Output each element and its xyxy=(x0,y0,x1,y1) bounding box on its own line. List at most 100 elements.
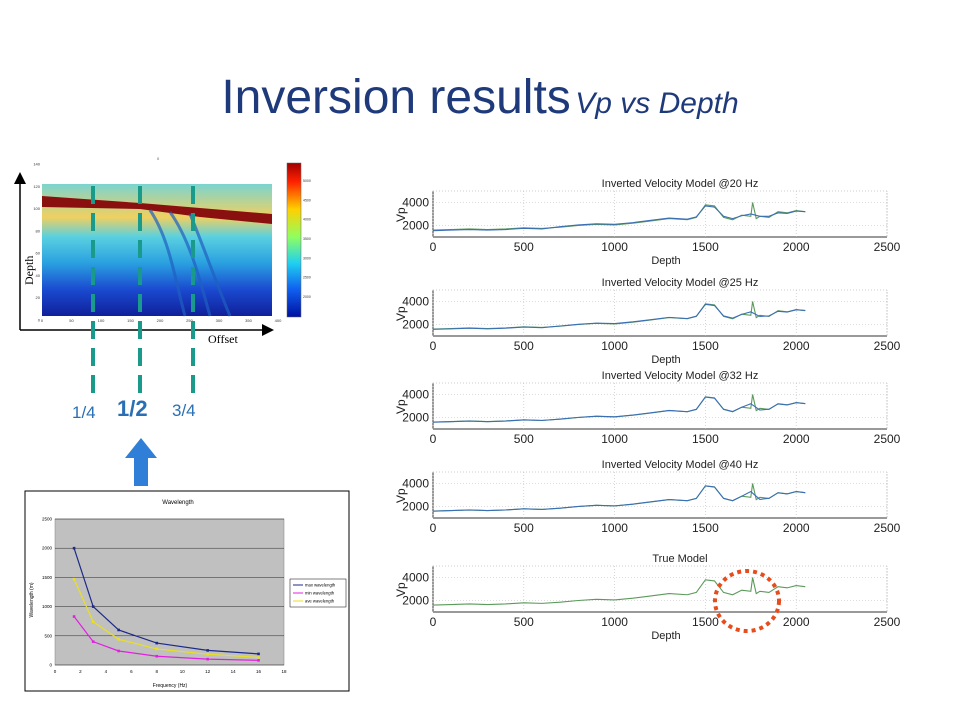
vp-x-tick: 2500 xyxy=(874,521,901,535)
vp-x-tick: 500 xyxy=(514,432,534,446)
colorbar-tick: 2500 xyxy=(303,276,311,280)
depth-axis-label: Depth xyxy=(22,256,36,285)
vp-x-tick: 0 xyxy=(430,521,437,535)
vp-y-tick: 4000 xyxy=(402,196,429,210)
wavelength-chart: Wavelength Frequency (Hz) Wavelength (m)… xyxy=(24,490,350,692)
wavelength-point xyxy=(91,620,95,624)
model-y-tick: 100 xyxy=(33,206,40,211)
vp-panel-title: Inverted Velocity Model @40 Hz xyxy=(602,459,759,471)
vp-panel-title: Inverted Velocity Model @20 Hz xyxy=(602,178,759,190)
marker-half: 1/2 xyxy=(117,396,148,421)
vp-x-tick: 1500 xyxy=(692,432,719,446)
vp-panel: Inverted Velocity Model @32 Hz 0 500 1000 15… xyxy=(394,370,901,446)
wavelength-point xyxy=(257,659,260,662)
wavelength-y-tick: 500 xyxy=(44,633,52,638)
vp-x-tick: 1000 xyxy=(601,339,628,353)
colorbar-tick: 4000 xyxy=(303,218,311,222)
wavelength-point xyxy=(155,647,159,651)
velocity-model-panel: Depth Offset 0 140 120 100 80 60 40 200 0 50 100… xyxy=(14,156,311,486)
wavelength-x-tick: 12 xyxy=(205,669,211,674)
vp-series-line xyxy=(432,396,806,423)
vp-series-line xyxy=(432,485,806,512)
model-x-tick: 0 xyxy=(41,318,44,323)
wavelength-point xyxy=(206,657,209,661)
wavelength-y-tick: 2000 xyxy=(42,546,53,551)
marker-quarter: 1/4 xyxy=(72,403,96,422)
vp-y-tick: 2000 xyxy=(402,318,429,332)
wavelength-point xyxy=(155,654,159,658)
vp-y-tick: 2000 xyxy=(402,411,429,425)
highlight-circle xyxy=(713,569,781,633)
wavelength-point xyxy=(72,615,76,618)
model-top-label: 0 xyxy=(157,156,160,161)
vp-xlabel: Depth xyxy=(651,354,680,366)
wavelength-series xyxy=(72,546,260,662)
wavelength-point xyxy=(117,628,120,632)
wavelength-point xyxy=(117,638,120,641)
vp-x-tick: 2000 xyxy=(783,615,810,629)
vp-plot-frame xyxy=(432,471,888,519)
colorbar-tick: 2000 xyxy=(303,295,311,299)
wavelength-plot-area xyxy=(54,518,285,666)
wavelength-point xyxy=(155,641,159,645)
colorbar xyxy=(286,162,302,318)
wavelength-y-tick: 0 xyxy=(49,663,52,668)
vp-series-line xyxy=(432,577,806,606)
vp-x-tick: 2000 xyxy=(783,432,810,446)
vp-x-tick: 1500 xyxy=(692,615,719,629)
wavelength-legend-entry: min wavelength xyxy=(305,591,335,596)
vp-x-tick: 2500 xyxy=(874,339,901,353)
wavelength-ylabel: Wavelength (m) xyxy=(29,582,35,617)
title-main: Inversion results xyxy=(221,71,571,124)
vp-ylabel: Vp xyxy=(394,207,408,222)
vp-x-tick: 500 xyxy=(514,339,534,353)
model-y-ticks: 140 120 100 80 60 40 20 0 xyxy=(33,162,40,323)
vp-y-tick: 4000 xyxy=(402,388,429,402)
wavelength-point xyxy=(72,577,76,581)
model-y-tick: 20 xyxy=(36,295,41,300)
vp-y-tick: 2000 xyxy=(402,219,429,233)
wavelength-point xyxy=(257,652,260,656)
wavelength-point xyxy=(206,649,209,652)
model-x-tick: 200 xyxy=(157,318,164,323)
wavelength-point xyxy=(117,649,120,653)
vp-plot-frame xyxy=(432,565,888,613)
slide-title: Inversion results Vp vs Depth xyxy=(0,70,960,125)
wavelength-point xyxy=(91,640,95,643)
wavelength-series-line xyxy=(73,616,259,661)
vp-plot-frame xyxy=(432,289,888,337)
vp-series-line xyxy=(432,303,806,330)
colorbar-tick: 3500 xyxy=(303,237,311,241)
up-arrow-icon xyxy=(125,438,157,486)
wavelength-xlabel: Frequency (Hz) xyxy=(153,683,188,689)
vp-y-tick: 4000 xyxy=(402,477,429,491)
colorbar-tick: 3000 xyxy=(303,256,311,260)
vp-x-tick: 0 xyxy=(430,240,437,254)
model-y-tick: 0 xyxy=(38,318,41,323)
wavelength-x-tick: 16 xyxy=(256,669,262,674)
vp-panel-title: Inverted Velocity Model @32 Hz xyxy=(602,370,759,382)
vp-depth-panels: Inverted Velocity Model @20 Hz 0 500 1000 15… xyxy=(394,178,901,642)
vp-xlabel: Depth xyxy=(651,255,680,267)
model-x-tick: 300 xyxy=(216,318,223,323)
vp-x-tick: 2000 xyxy=(783,240,810,254)
vp-y-tick: 2000 xyxy=(402,500,429,514)
model-x-ticks: 0 50 100 150 200 250 300 350 400 xyxy=(41,318,282,323)
colorbar-tick: 4500 xyxy=(303,198,311,202)
vp-x-tick: 1500 xyxy=(692,339,719,353)
vp-x-tick: 0 xyxy=(430,432,437,446)
vp-panel: Inverted Velocity Model @20 Hz 0 500 1000 15… xyxy=(394,178,901,267)
wavelength-x-tick: 18 xyxy=(281,669,287,674)
vp-x-tick: 0 xyxy=(430,615,437,629)
vp-x-tick: 1000 xyxy=(601,432,628,446)
wavelength-point xyxy=(72,546,76,550)
vp-x-tick: 500 xyxy=(514,521,534,535)
colorbar-ticks: 5000 4500 4000 3500 3000 2500 2000 xyxy=(303,179,311,299)
vp-x-tick: 500 xyxy=(514,615,534,629)
vp-x-tick: 1500 xyxy=(692,521,719,535)
vp-ylabel: Vp xyxy=(394,582,408,597)
wavelength-point xyxy=(91,605,95,608)
vp-panel-title: True Model xyxy=(652,553,707,565)
model-x-tick: 400 xyxy=(275,318,282,323)
